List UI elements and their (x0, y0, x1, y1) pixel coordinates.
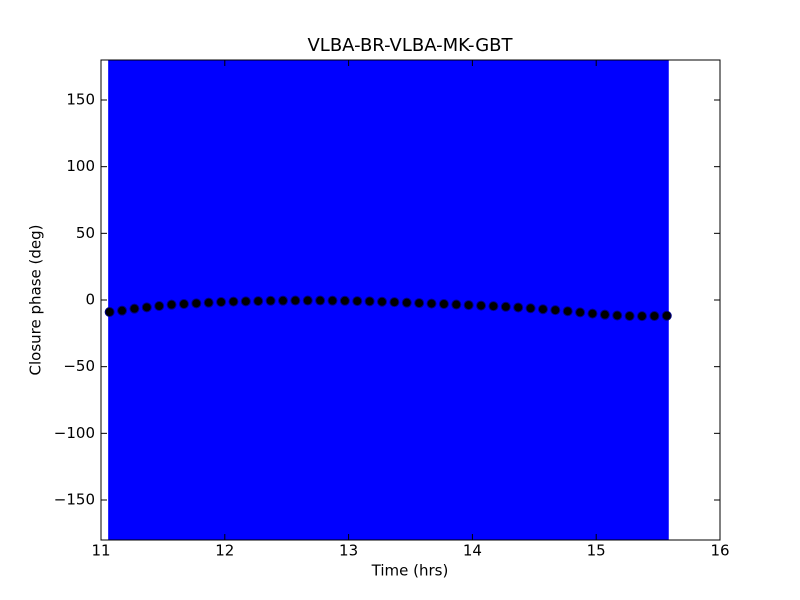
data-point (277, 295, 288, 306)
data-point (104, 307, 115, 317)
error-bar (549, 60, 563, 540)
data-point (178, 299, 189, 309)
error-bar (536, 60, 550, 540)
error-bar (108, 60, 117, 540)
data-point (488, 301, 499, 312)
data-point (624, 311, 635, 321)
data-point (426, 298, 437, 309)
data-point (154, 301, 165, 311)
data-point (389, 297, 400, 308)
error-bar (586, 60, 600, 540)
data-point (117, 305, 128, 316)
error-bar (611, 60, 624, 540)
data-point (463, 300, 474, 311)
data-point (587, 308, 598, 319)
error-bar (635, 60, 649, 540)
x-tick-label: 14 (463, 542, 482, 560)
data-point (364, 296, 375, 307)
error-bar (499, 60, 513, 540)
error-bar (648, 60, 662, 540)
x-axis-label: Time (hrs) (371, 562, 449, 580)
error-bar (598, 60, 612, 540)
data-point (302, 295, 313, 306)
data-point (203, 297, 214, 308)
data-point (339, 295, 350, 306)
x-tick-label: 12 (215, 542, 234, 560)
axes: 11 12 13 14 15 16 −150 −100 −50 0 50 100 150 (54, 59, 730, 560)
data-point (476, 300, 487, 311)
data-point (216, 297, 227, 307)
data-point (352, 296, 363, 307)
data-point (500, 301, 511, 312)
data-point (513, 302, 524, 313)
data-point (550, 305, 561, 316)
data-point (537, 304, 548, 315)
data-point (451, 299, 462, 310)
data-point (562, 306, 573, 317)
error-bar (524, 60, 538, 540)
error-bar (512, 60, 525, 540)
x-tick-label: 13 (339, 542, 358, 560)
data-point (315, 295, 326, 306)
plot-area (104, 60, 672, 540)
error-bar (115, 60, 129, 540)
x-tick-label: 15 (587, 542, 606, 560)
data-point (141, 302, 152, 313)
data-point (438, 299, 449, 309)
data-point (327, 295, 338, 306)
data-point (265, 295, 276, 306)
data-point (599, 309, 610, 320)
chart-title: VLBA-BR-VLBA-MK-GBT (307, 35, 513, 56)
data-point (525, 303, 536, 314)
y-tick-label: −100 (54, 424, 95, 442)
data-point (612, 310, 623, 321)
data-point (637, 311, 648, 322)
data-point (401, 297, 412, 308)
error-bar (474, 60, 488, 540)
error-bar (152, 60, 166, 540)
data-point (166, 299, 177, 310)
error-bar (140, 60, 154, 540)
y-axis-label: Closure phase (deg) (27, 225, 45, 376)
y-tick-label: 50 (76, 224, 95, 242)
y-tick-label: 100 (66, 157, 95, 175)
y-tick-label: 0 (85, 291, 95, 309)
error-bar (561, 60, 575, 540)
error-bar (573, 60, 587, 540)
data-point (253, 296, 264, 307)
data-point (661, 310, 672, 321)
data-point (240, 296, 251, 307)
data-point (649, 311, 660, 321)
data-point (414, 298, 425, 309)
data-point (377, 296, 388, 307)
data-point (575, 307, 586, 318)
y-tick-label: −150 (54, 491, 95, 509)
error-bar (462, 60, 476, 540)
data-point (290, 295, 301, 306)
data-point (228, 296, 239, 307)
error-bar (128, 60, 142, 540)
error-bar (487, 60, 501, 540)
x-tick-label: 11 (91, 542, 110, 560)
data-point (129, 303, 140, 314)
data-point (191, 298, 202, 309)
x-tick-label: 16 (710, 542, 729, 560)
y-tick-label: 150 (66, 91, 95, 109)
y-tick-label: −50 (63, 357, 95, 375)
error-bar (623, 60, 637, 540)
error-bar (660, 60, 669, 540)
